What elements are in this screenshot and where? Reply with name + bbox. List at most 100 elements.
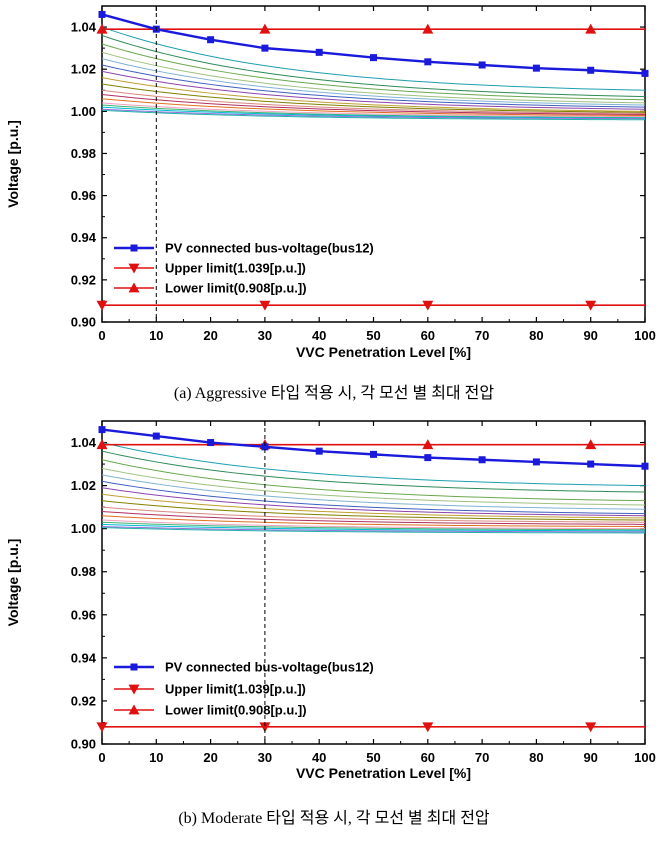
y-tick-label: 0.92 [71, 693, 96, 708]
x-tick-label: 30 [258, 328, 272, 343]
bus-curve-7 [102, 77, 645, 112]
lower-limit-marker [585, 300, 597, 311]
bus-curve-12 [102, 519, 645, 530]
upper-limit-marker [585, 439, 597, 450]
legend-marker-upper [128, 263, 140, 274]
bus-curve-2 [102, 43, 645, 101]
upper-limit-marker [259, 23, 271, 34]
bus-curve-11 [102, 515, 645, 528]
x-tick-label: 30 [258, 750, 272, 765]
legend-label-lower: Lower limit(0.908[p.u.]) [165, 281, 307, 296]
bus-curve-3 [102, 51, 645, 104]
pv-bus12-point [478, 456, 486, 464]
lower-limit-marker [422, 300, 434, 311]
legend-marker-upper [128, 684, 140, 695]
bus-curve-6 [102, 70, 645, 110]
legend-label-lower: Lower limit(0.908[p.u.]) [165, 703, 307, 718]
x-tick-label: 70 [475, 328, 489, 343]
x-tick-label: 90 [583, 328, 597, 343]
chart-panel-0: 0 10 20 30 40 50 60 70 80 90 100 0.90 0.92 0.94 0.96 0.… [5, 5, 656, 402]
y-axis-label: Voltage [p.u.] [5, 539, 21, 627]
bus-curve-9 [102, 89, 645, 114]
figure-caption: (b) Moderate 타입 적용 시, 각 모선 별 최대 전압 [178, 809, 490, 827]
bus-curve-10 [102, 510, 645, 525]
bus-curve-0 [102, 442, 645, 487]
y-tick-label: 0.98 [71, 146, 96, 161]
upper-limit-marker [422, 23, 434, 34]
pv-bus12-point [98, 426, 106, 434]
pv-bus12-point [532, 458, 540, 466]
y-tick-label: 1.00 [71, 521, 96, 536]
bus-curve-9 [102, 506, 645, 523]
bus-curve-5 [102, 64, 645, 108]
pv-bus12-point [424, 58, 432, 66]
x-tick-label: 80 [529, 328, 543, 343]
legend-label-pv: PV connected bus-voltage(bus12) [165, 660, 374, 675]
bus-curve-3 [102, 467, 645, 506]
legend: PV connected bus-voltage(bus12) Upper lim… [114, 241, 374, 296]
legend-marker-pv [130, 244, 138, 252]
lower-limit-marker [96, 722, 108, 733]
pv-bus12-point [261, 44, 269, 52]
legend: PV connected bus-voltage(bus12) Upper lim… [114, 660, 374, 718]
lower-limit-marker [422, 722, 434, 733]
figure-caption: (a) Aggressive 타입 적용 시, 각 모선 별 최대 전압 [174, 384, 494, 402]
lower-limit-marker [585, 722, 597, 733]
x-tick-label: 50 [366, 328, 380, 343]
bus-curve-16 [102, 109, 645, 121]
legend-label-pv: PV connected bus-voltage(bus12) [165, 241, 374, 256]
x-tick-label: 20 [203, 750, 217, 765]
pv-bus12-point [370, 450, 377, 458]
x-axis-label: VVC Penetration Level [%] [296, 344, 471, 360]
chart-panel-1: 0 10 20 30 40 50 60 70 80 90 100 0.90 0.92 0.94 0.96 0.… [5, 420, 656, 827]
bus-curve-5 [102, 480, 645, 515]
upper-limit-marker [96, 23, 108, 34]
lower-limit-marker [259, 300, 271, 311]
x-tick-label: 60 [421, 328, 435, 343]
x-tick-label: 100 [634, 328, 656, 343]
y-tick-label: 1.02 [71, 478, 96, 493]
legend-marker-lower [128, 704, 140, 715]
x-tick-label: 0 [98, 750, 105, 765]
x-tick-label: 50 [366, 750, 380, 765]
pv-bus12-point [587, 460, 595, 468]
pv-bus12-point [532, 64, 540, 72]
y-tick-label: 0.98 [71, 564, 96, 579]
pv-bus12-line [101, 428, 646, 468]
x-tick-label: 40 [312, 750, 326, 765]
lower-limit-marker [96, 300, 108, 311]
legend-marker-pv [130, 663, 138, 671]
bus-curve-16 [102, 527, 645, 534]
legend-marker-lower [128, 282, 140, 293]
x-tick-label: 0 [98, 328, 105, 343]
bus-curve-13 [102, 521, 645, 531]
bus-curve-4 [102, 474, 645, 510]
pv-bus12-point [152, 432, 160, 440]
bus-curve-6 [102, 487, 645, 517]
upper-limit-marker [422, 439, 434, 450]
y-tick-label: 1.04 [71, 20, 97, 35]
bus-curve-2 [102, 459, 645, 502]
pv-bus12-point [641, 69, 649, 77]
upper-limit-marker [96, 439, 108, 450]
bus-curve-0 [102, 26, 645, 91]
upper-limit-marker [585, 23, 597, 34]
bus-curve-1 [102, 35, 645, 98]
pv-bus12-point [424, 454, 432, 462]
bus-curve-15 [102, 108, 645, 120]
x-tick-label: 40 [312, 328, 326, 343]
pv-bus12-point [207, 439, 215, 447]
x-tick-label: 20 [203, 328, 217, 343]
lower-limit-marker [259, 722, 271, 733]
bus-curve-11 [102, 98, 645, 117]
legend-label-upper: Upper limit(1.039[p.u.]) [165, 261, 306, 276]
legend-label-upper: Upper limit(1.039[p.u.]) [165, 682, 306, 697]
bus-curve-8 [102, 83, 645, 113]
pv-bus12-point [370, 54, 377, 62]
y-tick-label: 1.04 [71, 435, 97, 450]
y-tick-label: 1.00 [71, 104, 96, 119]
bus-curve-14 [102, 106, 645, 119]
pv-bus12-point [315, 447, 323, 455]
x-tick-label: 10 [149, 328, 163, 343]
